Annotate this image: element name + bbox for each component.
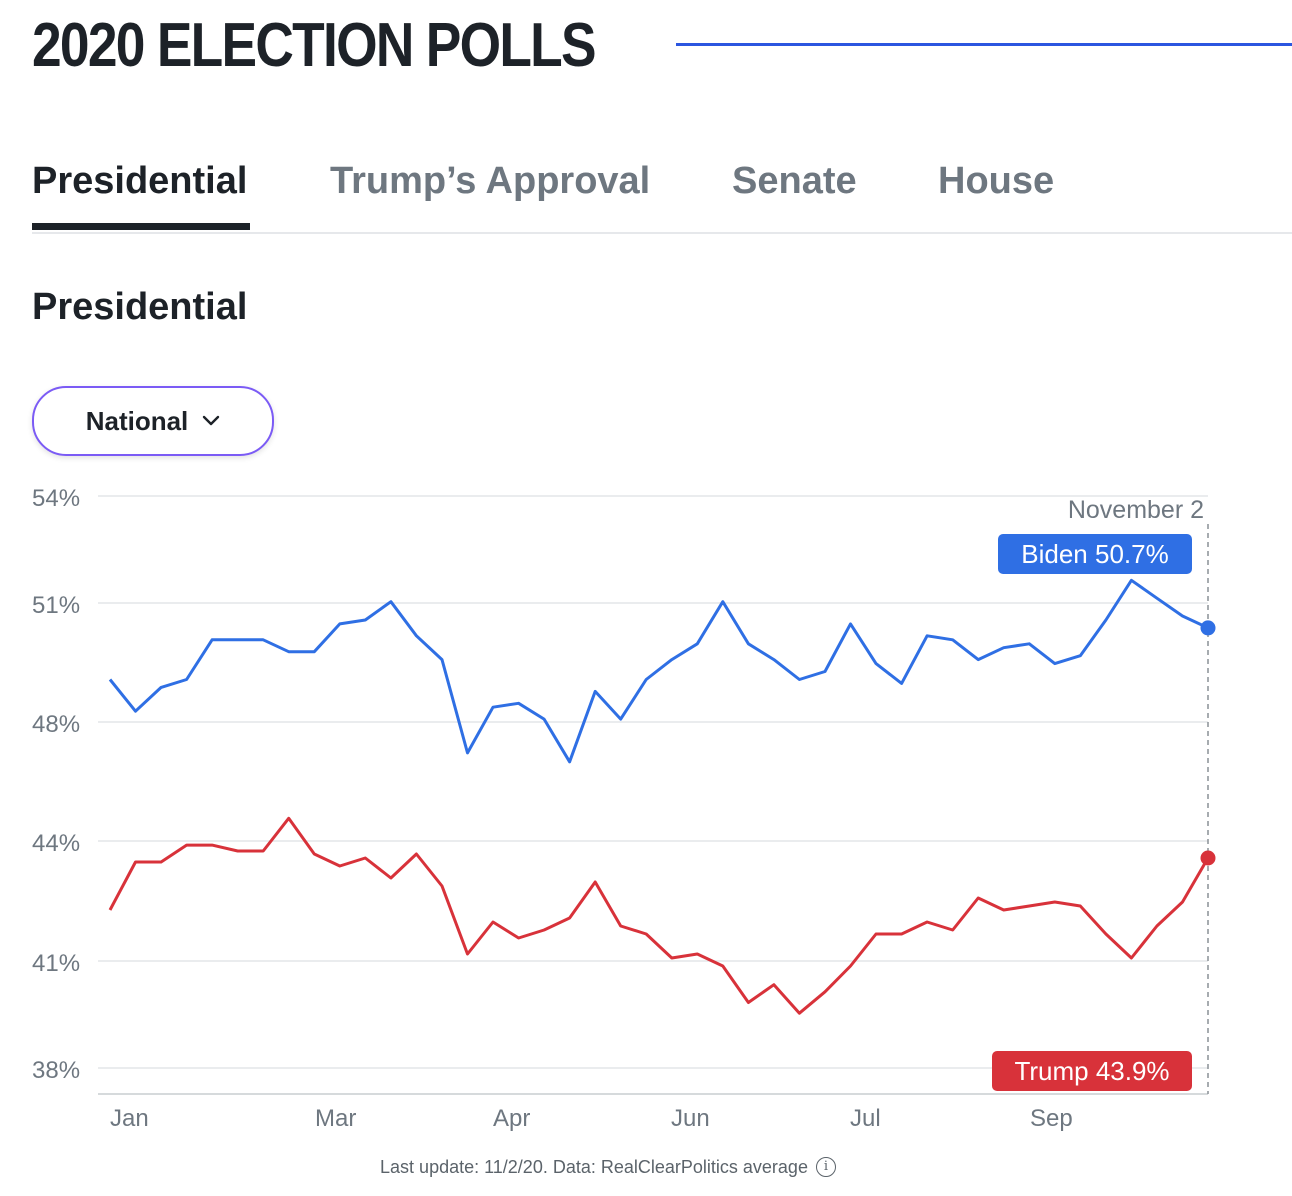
- x-tick-label: Sep: [1030, 1105, 1073, 1132]
- tab-house[interactable]: House: [938, 160, 1055, 202]
- y-tick-label: 44%: [32, 830, 80, 857]
- series-endpoint-trump: [1200, 850, 1216, 866]
- y-tick-label: 48%: [32, 711, 80, 738]
- series-line-trump: [108, 816, 1210, 1015]
- y-tick-label: 38%: [32, 1057, 80, 1084]
- footer-text: Last update: 11/2/20. Data: RealClearPol…: [380, 1156, 808, 1177]
- series-line-biden: [108, 578, 1209, 764]
- poll-chart[interactable]: 54% 51% 48% 44% 41% 38% Jan Mar Apr Jun Jul Sep Nove…: [0, 480, 1292, 1140]
- x-tick-label: Jan: [110, 1105, 149, 1132]
- title-rule: [676, 43, 1292, 46]
- tab-trumps-approval[interactable]: Trump’s Approval: [330, 160, 651, 202]
- x-tick-label: Jun: [671, 1105, 710, 1132]
- hover-date-label: November 2: [1068, 496, 1204, 524]
- series-badge-label-biden: Biden 50.7%: [1021, 539, 1168, 569]
- series-badge-label-trump: Trump 43.9%: [1014, 1056, 1169, 1086]
- region-dropdown[interactable]: National: [32, 386, 274, 456]
- chart-footer: Last update: 11/2/20. Data: RealClearPol…: [0, 1156, 1216, 1178]
- tab-senate[interactable]: Senate: [732, 160, 857, 202]
- tab-presidential[interactable]: Presidential: [32, 160, 248, 202]
- info-icon[interactable]: i: [815, 1157, 836, 1178]
- series-endpoint-biden: [1200, 620, 1216, 636]
- series-badge-biden: [998, 534, 1192, 574]
- chevron-down-icon: [203, 415, 220, 426]
- y-tick-label: 41%: [32, 950, 80, 977]
- y-tick-label: 54%: [32, 485, 80, 512]
- active-tab-indicator: [32, 223, 250, 230]
- tab-bar: Presidential Trump’s Approval Senate Hou…: [32, 150, 1292, 234]
- x-tick-label: Mar: [315, 1105, 356, 1132]
- page-title: 2020 ELECTION POLLS: [32, 11, 597, 80]
- x-tick-label: Jul: [850, 1105, 881, 1132]
- y-tick-label: 51%: [32, 592, 80, 619]
- x-tick-label: Apr: [493, 1105, 530, 1132]
- region-dropdown-label: National: [85, 405, 189, 436]
- section-title: Presidential: [32, 286, 248, 328]
- series-badge-trump: [992, 1051, 1192, 1091]
